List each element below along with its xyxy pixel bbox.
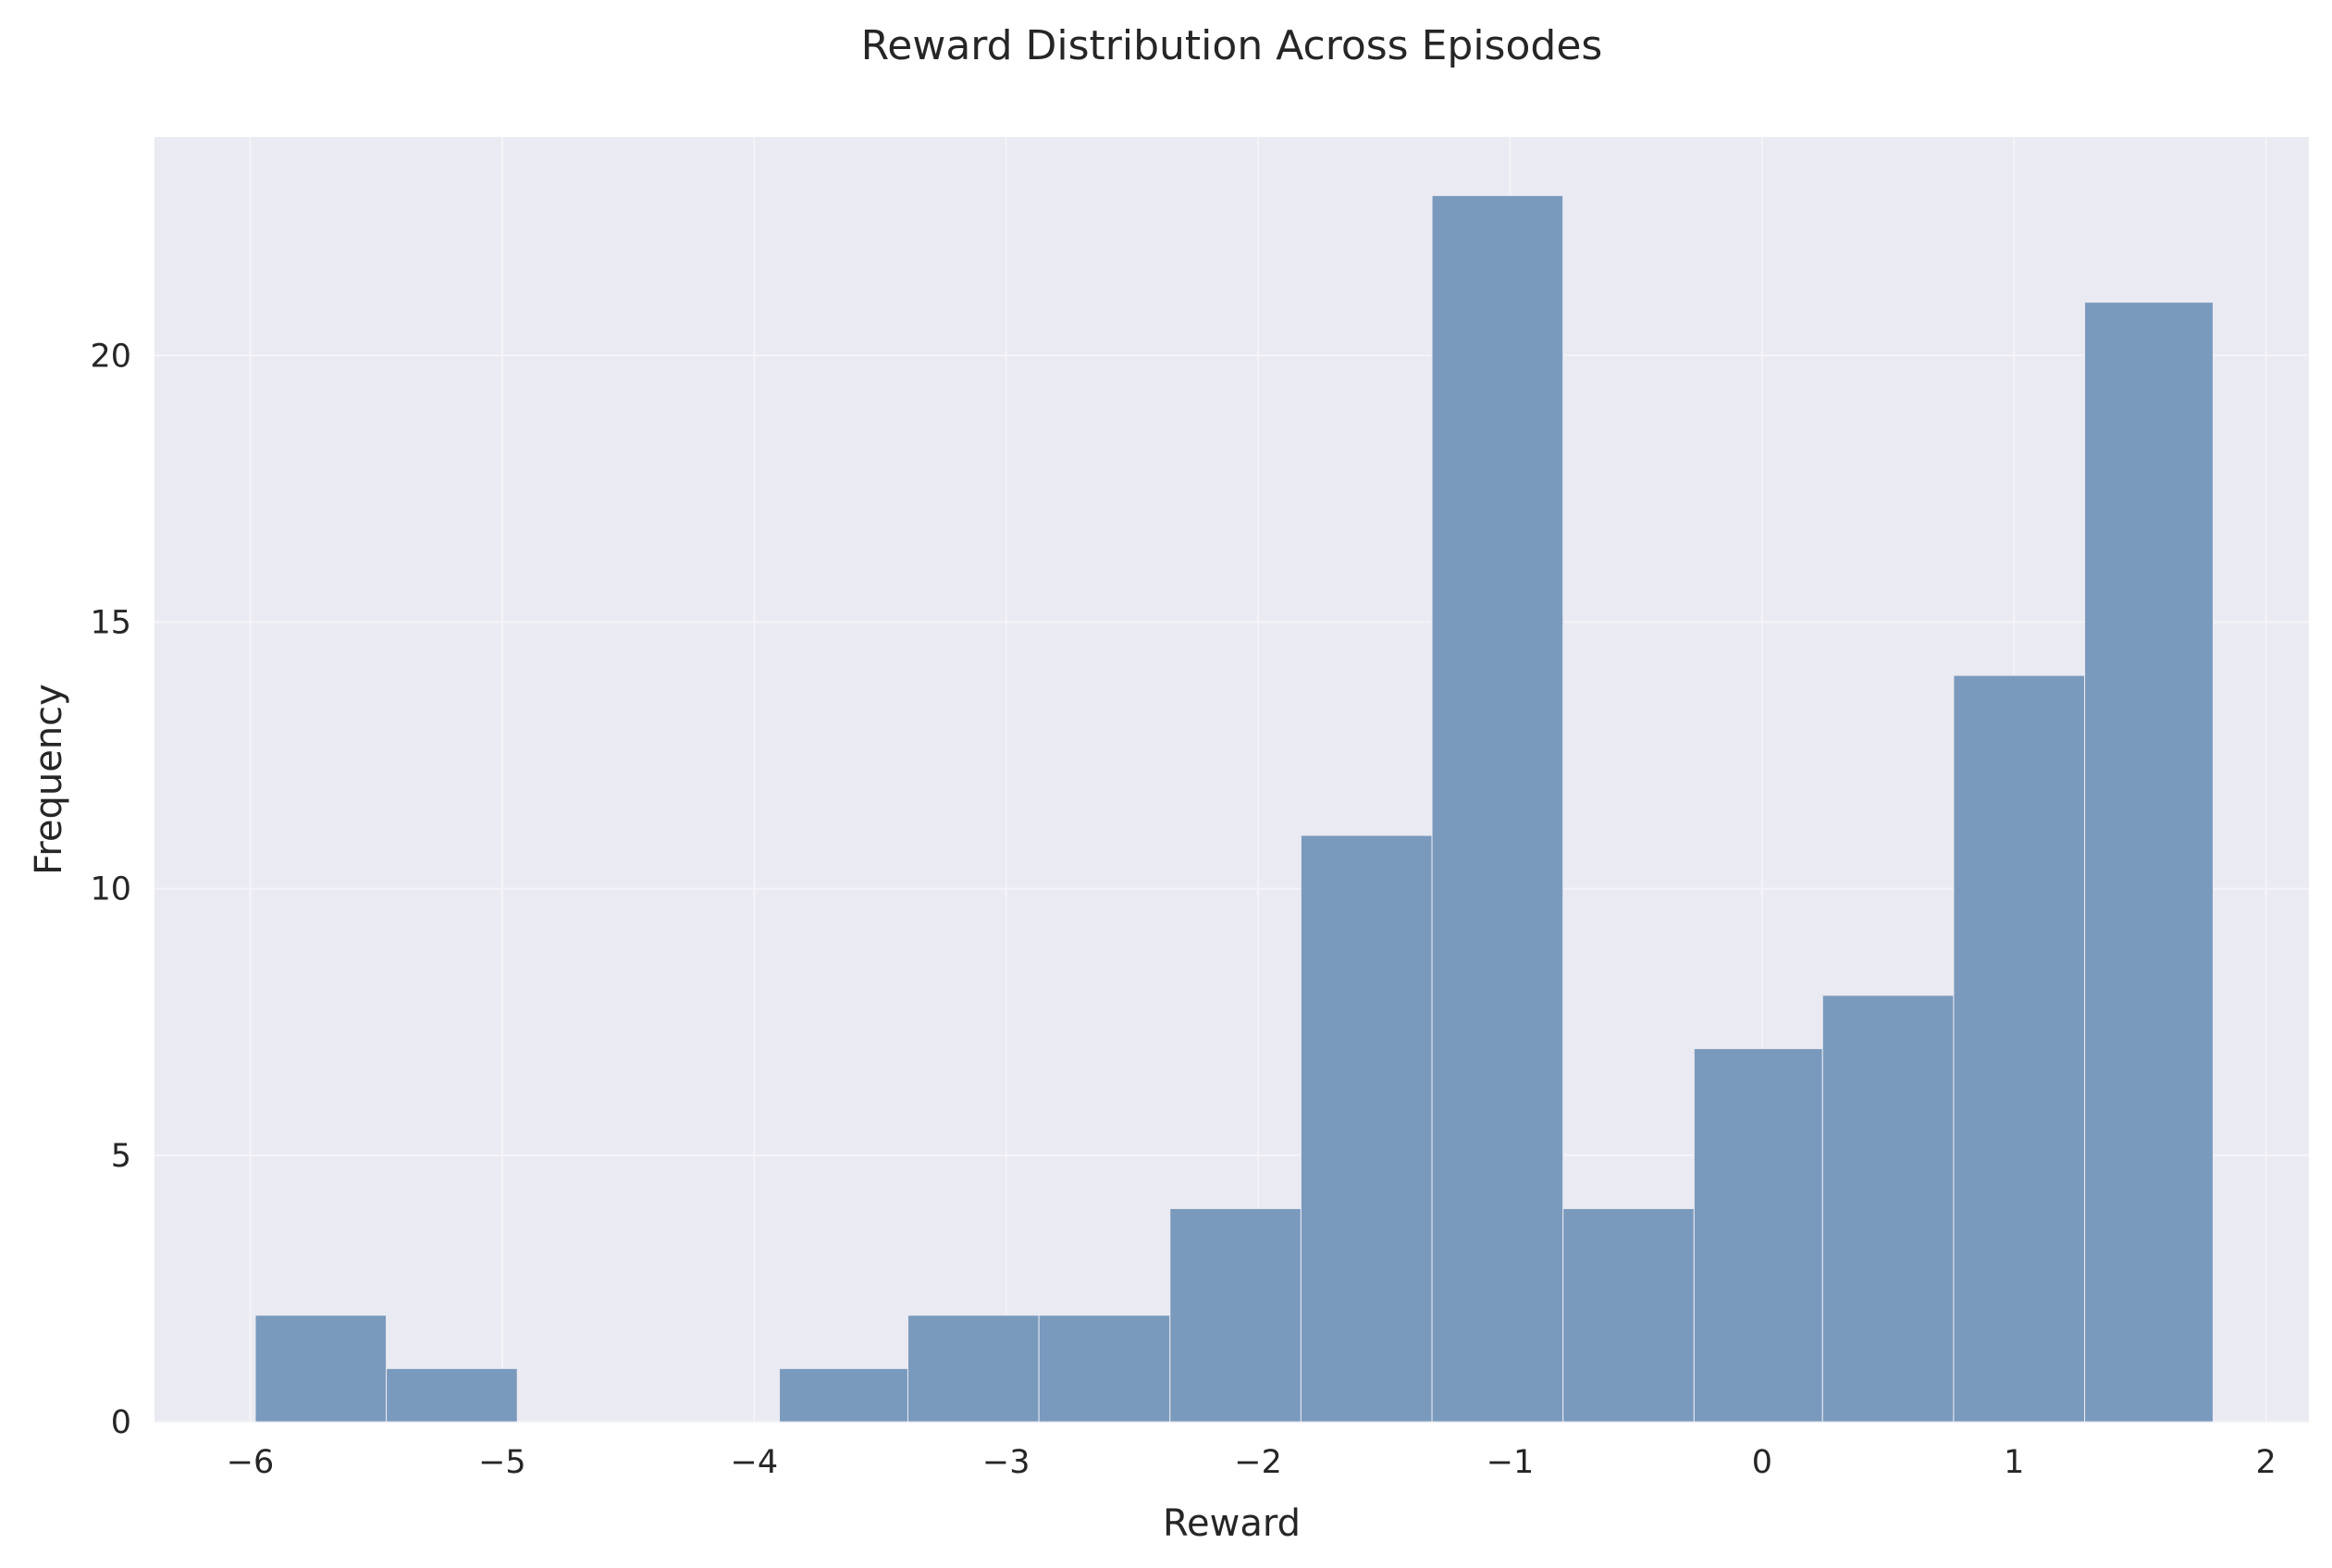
histogram-bar: [1693, 1048, 1823, 1423]
x-axis-label: Reward: [1163, 1502, 1301, 1545]
y-axis-ticks: 0 5 10 15 20: [90, 338, 131, 1441]
x-tick-label: −4: [731, 1444, 779, 1481]
x-tick-label: −2: [1234, 1444, 1282, 1481]
histogram-bar: [1953, 674, 2086, 1423]
histogram-bar: [1300, 834, 1433, 1423]
histogram-bars: [254, 194, 2214, 1423]
histogram-bar: [254, 1315, 388, 1423]
y-tick-label: 10: [90, 871, 131, 908]
x-tick-label: −3: [982, 1444, 1030, 1481]
histogram-bar: [779, 1367, 908, 1423]
histogram-bar: [2084, 302, 2214, 1423]
histogram-bar: [386, 1367, 518, 1423]
x-tick-label: −1: [1487, 1444, 1535, 1481]
histogram-bar: [1562, 1207, 1695, 1423]
y-tick-label: 20: [90, 338, 131, 375]
histogram-bar: [1038, 1315, 1171, 1423]
histogram-bar: [1431, 194, 1564, 1423]
chart-title: Reward Distribution Across Episodes: [861, 22, 1603, 69]
y-axis-label: Frequency: [28, 684, 70, 875]
x-tick-label: 1: [2004, 1444, 2024, 1481]
x-tick-label: 0: [1752, 1444, 1772, 1481]
histogram-bar: [1169, 1207, 1302, 1423]
histogram-bar: [1821, 994, 1955, 1423]
y-tick-label: 15: [90, 604, 131, 641]
x-tick-label: 2: [2256, 1444, 2276, 1481]
x-tick-label: −6: [227, 1444, 275, 1481]
y-tick-label: 0: [111, 1404, 131, 1441]
x-tick-label: −5: [478, 1444, 526, 1481]
histogram-bar: [907, 1315, 1040, 1423]
x-axis-ticks: −6 −5 −4 −3 −2 −1 0 1 2: [227, 1444, 2276, 1481]
y-tick-label: 5: [111, 1138, 131, 1175]
